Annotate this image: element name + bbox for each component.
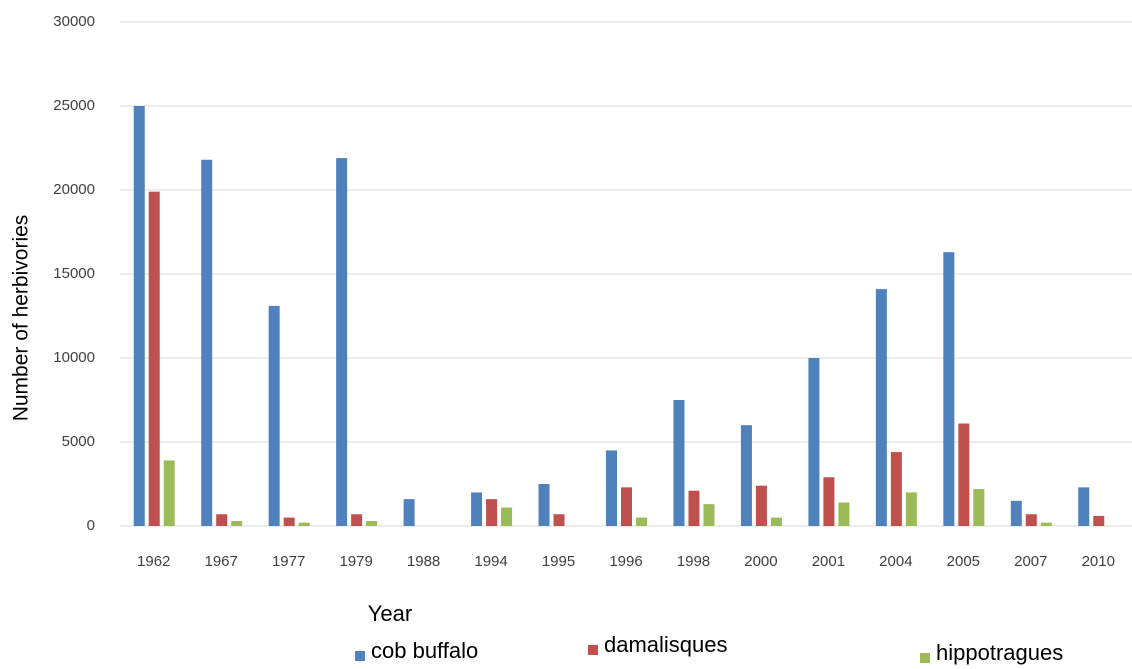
bar	[875, 289, 887, 526]
x-tick-label: 2005	[947, 553, 980, 570]
y-tick-label: 15000	[53, 265, 95, 282]
x-tick-label: 1967	[205, 553, 238, 570]
legend-label: hippotragues	[936, 640, 1063, 665]
x-tick-label: 1996	[609, 553, 642, 570]
bar	[973, 489, 985, 526]
y-tick-label: 10000	[53, 349, 95, 366]
legend-swatch	[588, 645, 598, 655]
x-tick-label: 1988	[407, 553, 440, 570]
legend-swatch	[355, 651, 365, 661]
bar	[905, 492, 917, 526]
x-axis-title: Year	[368, 601, 412, 626]
bar	[553, 514, 565, 526]
bar	[703, 504, 715, 526]
bar	[673, 400, 685, 526]
bar	[486, 499, 498, 526]
x-tick-label: 1994	[474, 553, 507, 570]
x-tick-label: 2001	[812, 553, 845, 570]
bar	[838, 502, 850, 526]
y-tick-label: 20000	[53, 181, 95, 198]
bar	[283, 517, 295, 526]
y-tick-label: 25000	[53, 97, 95, 114]
bar	[163, 460, 175, 526]
x-tick-label: 2007	[1014, 553, 1047, 570]
bar	[1040, 522, 1052, 526]
bar	[890, 452, 902, 526]
bar	[231, 520, 243, 526]
bar	[336, 158, 348, 526]
bar	[958, 423, 970, 526]
bar	[366, 520, 378, 526]
x-tick-label: 1977	[272, 553, 305, 570]
bar	[133, 106, 145, 526]
bar	[755, 485, 767, 526]
bar	[298, 522, 310, 526]
legend-label: cob buffalo	[371, 638, 478, 663]
bar	[943, 252, 955, 526]
bar	[268, 305, 280, 526]
bar	[351, 514, 363, 526]
x-tick-label: 2004	[879, 553, 912, 570]
bar	[770, 517, 782, 526]
bar	[1078, 487, 1090, 526]
x-tick-label: 1979	[339, 553, 372, 570]
bar	[1025, 514, 1037, 526]
bar	[471, 492, 483, 526]
bar	[501, 507, 513, 526]
bar	[636, 517, 647, 526]
y-tick-label: 5000	[62, 433, 95, 450]
bar	[403, 499, 415, 526]
legend-swatch	[920, 653, 930, 663]
bar	[538, 484, 550, 526]
bar	[808, 358, 820, 526]
bar	[823, 477, 835, 526]
bar	[216, 514, 228, 526]
bar	[621, 487, 632, 526]
bar	[688, 490, 700, 526]
bar	[201, 159, 213, 526]
x-tick-label: 1962	[137, 553, 170, 570]
x-tick-label: 2010	[1082, 553, 1115, 570]
x-tick-label: 1995	[542, 553, 575, 570]
bar	[1010, 500, 1022, 526]
y-tick-label: 30000	[53, 13, 95, 30]
bar	[1093, 515, 1105, 526]
x-tick-label: 2000	[744, 553, 777, 570]
bar	[606, 450, 617, 526]
legend-label: damalisques	[604, 632, 728, 657]
bar	[740, 425, 752, 526]
y-axis-title: Number of herbivories	[10, 215, 33, 422]
bar	[148, 191, 160, 526]
y-tick-label: 0	[87, 517, 95, 534]
x-tick-label: 1998	[677, 553, 710, 570]
